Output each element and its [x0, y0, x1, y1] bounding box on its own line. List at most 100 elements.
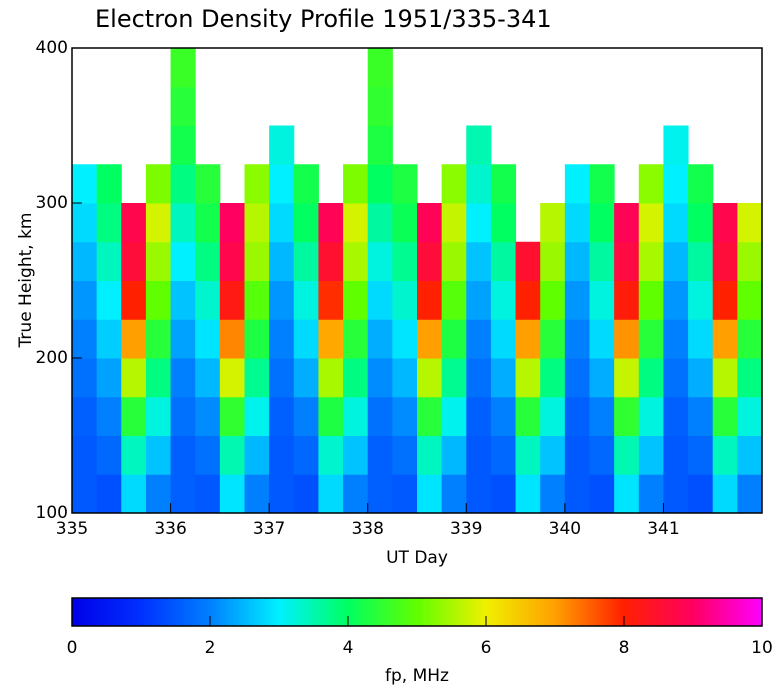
heat-cell — [145, 203, 172, 243]
heat-cell — [737, 280, 763, 320]
heat-cell — [145, 396, 172, 436]
colorbar-tick-label: 0 — [67, 638, 78, 658]
heat-cell — [663, 241, 689, 281]
heat-cell — [367, 358, 393, 398]
heat-cell — [121, 319, 147, 359]
heat-cell — [441, 435, 467, 475]
heat-cell — [564, 280, 590, 320]
heat-cell — [343, 203, 369, 243]
heat-cell — [269, 241, 295, 281]
heat-cell — [121, 396, 147, 436]
heat-cell — [219, 319, 245, 359]
heat-cell — [466, 280, 492, 320]
heat-cell — [688, 358, 714, 398]
heat-cell — [589, 435, 615, 475]
heat-cell — [145, 280, 172, 320]
heat-cell — [96, 241, 122, 281]
heat-cell — [614, 241, 640, 281]
heat-cell — [392, 203, 418, 243]
heat-cell — [96, 396, 122, 436]
heat-cell — [564, 241, 590, 281]
heat-cell — [343, 396, 369, 436]
heat-cell — [737, 358, 763, 398]
heat-cell — [417, 241, 443, 281]
heat-cell — [712, 435, 738, 475]
heat-cell — [466, 125, 492, 165]
heat-cell — [170, 396, 196, 436]
heat-cell — [564, 396, 590, 436]
colorbar-tick-label: 2 — [205, 638, 216, 658]
heat-cell — [564, 319, 590, 359]
heat-cell — [195, 435, 221, 475]
heat-cell — [589, 358, 615, 398]
heat-cell — [490, 203, 517, 243]
heat-cell — [244, 241, 270, 281]
heat-cell — [466, 241, 492, 281]
heat-cell — [121, 241, 147, 281]
heat-cell — [564, 358, 590, 398]
heat-cell — [441, 358, 467, 398]
heat-cell — [244, 474, 270, 514]
heat-cell — [614, 474, 640, 514]
heat-cell — [121, 474, 147, 514]
colorbar-tick-label: 6 — [481, 638, 492, 658]
heat-cell — [515, 280, 541, 320]
heat-cell — [663, 280, 689, 320]
heat-cell — [515, 474, 541, 514]
heat-cell — [170, 241, 196, 281]
heat-cell — [96, 203, 122, 243]
heat-cell — [466, 358, 492, 398]
heat-cell — [269, 358, 295, 398]
heat-cell — [72, 319, 98, 359]
heat-cell — [392, 280, 418, 320]
heat-cell — [638, 358, 664, 398]
colorbar-tick-label: 10 — [751, 638, 773, 658]
heat-cell — [688, 203, 714, 243]
heat-cell — [170, 203, 196, 243]
heat-cell — [737, 474, 763, 514]
heat-cell — [515, 435, 541, 475]
heat-cell — [540, 280, 566, 320]
heat-cell — [614, 435, 640, 475]
heat-cell — [392, 358, 418, 398]
heat-cell — [293, 396, 319, 436]
heat-cell — [737, 319, 763, 359]
heat-cell — [688, 396, 714, 436]
colorbar-label: fp, MHz — [385, 666, 449, 686]
heat-cell — [441, 164, 467, 204]
heat-cell — [121, 203, 147, 243]
colorbar — [71, 597, 763, 627]
heat-cell — [269, 474, 295, 514]
heat-cell — [318, 474, 344, 514]
heat-cell — [269, 435, 295, 475]
heat-cell — [293, 280, 319, 320]
heat-cell — [244, 203, 270, 243]
heat-cell — [318, 319, 344, 359]
heat-cell — [293, 241, 319, 281]
heat-cell — [515, 396, 541, 436]
heat-cell — [318, 358, 344, 398]
heat-cell — [367, 435, 393, 475]
y-tick-label: 300 — [36, 193, 68, 213]
heat-cell — [96, 164, 122, 204]
heat-cell — [367, 86, 393, 126]
heat-cell — [712, 280, 738, 320]
heat-cell — [392, 164, 418, 204]
heat-cell — [515, 358, 541, 398]
heat-cell — [195, 241, 221, 281]
heat-cell — [712, 241, 738, 281]
heat-cell — [367, 280, 393, 320]
heat-cell — [712, 474, 738, 514]
heat-cell — [737, 396, 763, 436]
heat-cell — [638, 280, 664, 320]
heat-cell — [712, 396, 738, 436]
heat-cell — [269, 319, 295, 359]
heat-cell — [121, 358, 147, 398]
heat-cell — [663, 435, 689, 475]
heat-cell — [540, 435, 566, 475]
heat-cell — [688, 435, 714, 475]
heat-cell — [490, 319, 517, 359]
x-tick-label: 335 — [56, 519, 88, 539]
heat-cell — [737, 203, 763, 243]
